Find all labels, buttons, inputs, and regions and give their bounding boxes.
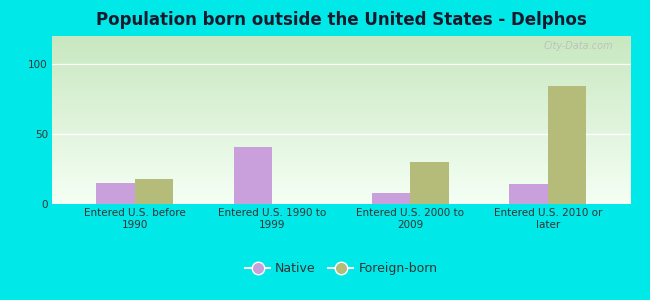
Bar <box>135 179 173 204</box>
Bar <box>372 193 410 204</box>
Bar <box>510 184 548 204</box>
Bar <box>548 86 586 204</box>
Title: Population born outside the United States - Delphos: Population born outside the United State… <box>96 11 586 29</box>
Legend: Native, Foreign-born: Native, Foreign-born <box>240 257 442 280</box>
Bar <box>234 147 272 204</box>
Text: City-Data.com: City-Data.com <box>543 41 613 51</box>
Bar <box>96 183 135 204</box>
Bar <box>410 162 448 204</box>
